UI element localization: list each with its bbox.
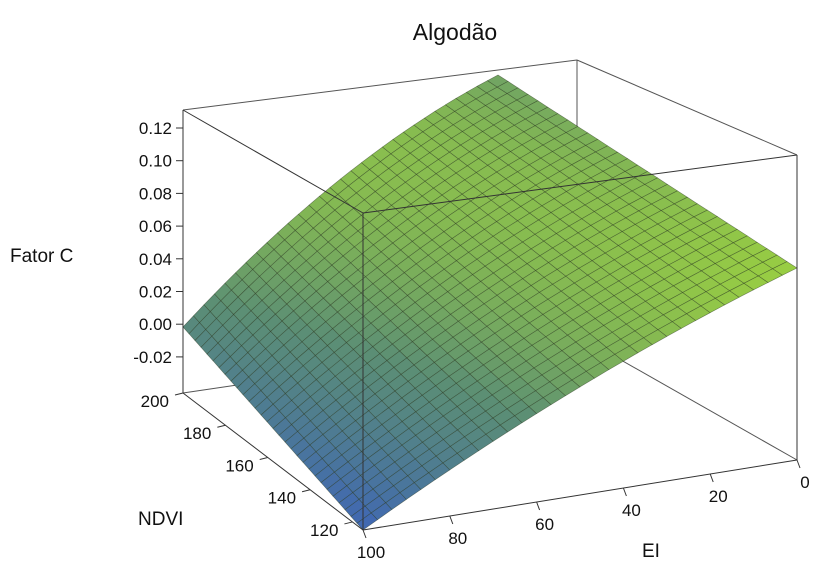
x-tick-mark	[536, 501, 541, 511]
x-tick-mark	[622, 487, 627, 497]
y-tick-label: 120	[310, 521, 338, 540]
x-tick-mark	[709, 473, 714, 483]
x-axis-label: EI	[642, 541, 660, 562]
x-tick-label: 100	[357, 543, 385, 562]
y-tick-mark	[174, 392, 184, 396]
box-edge-floor-left	[182, 392, 364, 531]
z-tick-label: 0.02	[139, 283, 172, 302]
z-tick-label: 0.10	[139, 152, 172, 171]
y-tick-mark	[301, 489, 311, 493]
x-tick-label: 80	[448, 529, 467, 548]
x-axis: 0 20 40 60 80 100	[357, 459, 810, 562]
y-axis: 120 140 160 180 200	[141, 392, 353, 540]
x-tick-label: 20	[709, 487, 728, 506]
y-tick-label: 180	[183, 424, 211, 443]
surface-mesh	[182, 74, 798, 531]
x-tick-mark	[796, 459, 801, 469]
box-edge-back-right-top	[576, 59, 798, 156]
x-tick-mark	[449, 515, 454, 525]
y-tick-label: 200	[141, 392, 169, 411]
z-tick-label: -0.02	[133, 348, 172, 367]
z-tick-label: 0.12	[139, 119, 172, 138]
box-front-edges	[182, 109, 798, 531]
z-tick-label: 0.08	[139, 184, 172, 203]
box-edge-back-top	[182, 59, 578, 111]
box-edge-front-top	[182, 109, 364, 214]
y-tick-mark	[217, 424, 226, 428]
z-tick-label: 0.04	[139, 250, 172, 269]
y-tick-label: 160	[225, 456, 253, 475]
chart-title: Algodão	[413, 19, 497, 45]
z-tick-label: 0.00	[139, 315, 172, 334]
y-tick-mark	[344, 521, 353, 525]
x-tick-label: 60	[535, 515, 554, 534]
z-axis: 0.12 0.10 0.08 0.06 0.04 0.02 0.00 -0.02	[133, 119, 183, 367]
box-edge-top-right	[362, 154, 798, 214]
box-edge-floor-front	[362, 459, 798, 531]
y-tick-label: 140	[268, 489, 296, 508]
x-tick-label: 0	[800, 473, 809, 492]
z-tick-label: 0.06	[139, 217, 172, 236]
z-axis-label: Fator C	[10, 246, 73, 267]
y-axis-label: NDVI	[138, 509, 183, 530]
x-tick-mark	[362, 529, 367, 539]
x-tick-label: 40	[622, 501, 641, 520]
y-tick-mark	[259, 456, 268, 460]
